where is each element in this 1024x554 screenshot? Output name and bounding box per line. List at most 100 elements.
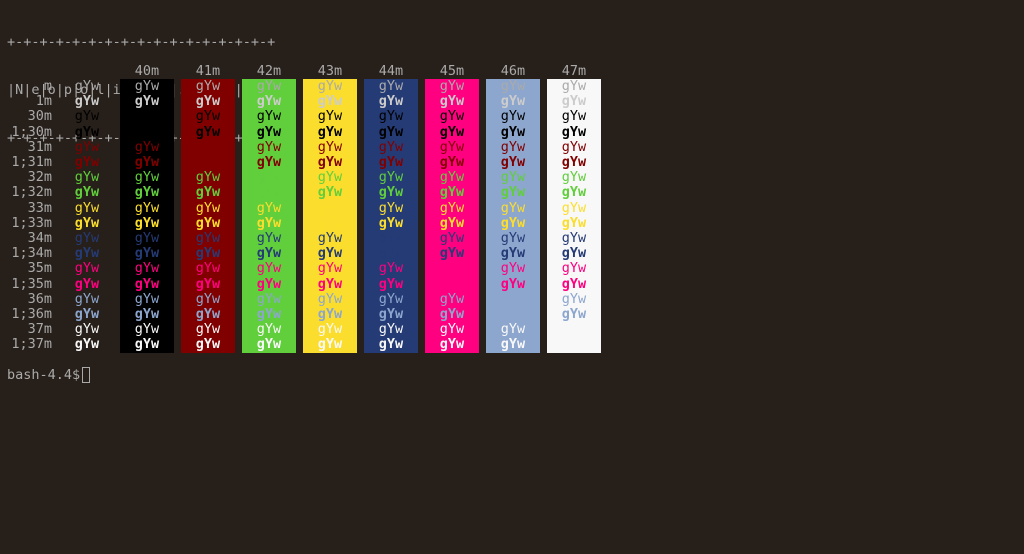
sample-cell: gYw: [317, 93, 343, 110]
sample-cell: gYw: [134, 321, 160, 338]
sample-cell: gYw: [74, 78, 100, 94]
sample-cell: gYw: [74, 93, 100, 110]
fg-label-1-33m: 1;33m: [11, 214, 52, 231]
sample-cell: gYw: [500, 336, 526, 353]
sample-cell: gYw: [500, 306, 526, 322]
sample-cell: gYw: [256, 290, 282, 307]
sample-cell: gYw: [439, 108, 465, 125]
sample-cell: gYw: [195, 321, 221, 338]
sample-cell: gYw: [439, 93, 465, 110]
sample-cell: gYw: [378, 123, 404, 140]
sample-cell: gYw: [500, 321, 526, 338]
fg-label-33m: 33m: [27, 199, 52, 216]
bg-header-44m: 44m: [378, 63, 404, 79]
fg-label-1-36m: 1;36m: [11, 306, 52, 322]
sample-cell: gYw: [256, 275, 282, 292]
sample-cell: gYw: [378, 275, 404, 292]
sample-cell: gYw: [317, 321, 343, 338]
sample-cell: gYw: [439, 336, 465, 353]
sample-cell: gYw: [561, 123, 587, 140]
sample-cell: gYw: [317, 184, 343, 201]
sample-cell: gYw: [439, 169, 465, 186]
sample-cell: gYw: [195, 290, 221, 307]
bg-column-42m: [242, 79, 296, 353]
sample-cell: gYw: [74, 306, 100, 322]
bg-header-43m: 43m: [317, 63, 343, 79]
sample-cell: gYw: [195, 93, 221, 110]
sample-cell: gYw: [500, 199, 526, 216]
bg-header-41m: 41m: [195, 63, 221, 79]
sample-cell: gYw: [439, 290, 465, 307]
sample-cell: gYw: [74, 123, 100, 140]
terminal-cursor[interactable]: [82, 367, 90, 383]
banner-top-border: +-+-+-+-+-+-+-+-+-+-+-+-+-+-+-+-+: [7, 34, 276, 50]
sample-cell: gYw: [256, 199, 282, 216]
sample-cell: gYw: [561, 306, 587, 322]
sample-cell: gYw: [561, 138, 587, 155]
sample-cell: gYw: [134, 138, 160, 155]
sample-cell: gYw: [195, 230, 221, 246]
sample-cell: gYw: [500, 230, 526, 246]
sample-cell: gYw: [561, 245, 587, 262]
sample-cell: gYw: [134, 154, 160, 170]
sample-cell: gYw: [378, 230, 404, 246]
sample-cell: gYw: [74, 154, 100, 170]
sample-cell: gYw: [561, 154, 587, 170]
bg-header-42m: 42m: [256, 63, 282, 79]
sample-cell: gYw: [134, 214, 160, 231]
sample-cell: gYw: [256, 169, 282, 186]
sample-cell: gYw: [195, 138, 221, 155]
sample-cell: gYw: [256, 230, 282, 246]
sample-cell: gYw: [134, 199, 160, 216]
fg-label-34m: 34m: [27, 230, 52, 246]
sample-cell: gYw: [256, 260, 282, 277]
sample-cell: gYw: [439, 230, 465, 246]
sample-cell: gYw: [134, 336, 160, 353]
sample-cell: gYw: [256, 123, 282, 140]
fg-label-37m: 37m: [27, 321, 52, 338]
sample-cell: gYw: [74, 336, 100, 353]
sample-cell: gYw: [256, 245, 282, 262]
sample-cell: gYw: [195, 78, 221, 94]
fg-label-30m: 30m: [27, 108, 52, 125]
sample-cell: gYw: [378, 154, 404, 170]
sample-cell: gYw: [439, 138, 465, 155]
sample-cell: gYw: [439, 78, 465, 94]
bg-column-43m: [303, 79, 357, 353]
sample-cell: gYw: [561, 336, 587, 353]
sample-cell: gYw: [561, 275, 587, 292]
bg-column-45m: [425, 79, 479, 353]
bg-column-47m: [547, 79, 601, 353]
sample-cell: gYw: [317, 138, 343, 155]
sample-cell: gYw: [561, 108, 587, 125]
sample-cell: gYw: [378, 306, 404, 322]
sample-cell: gYw: [256, 138, 282, 155]
sample-cell: gYw: [74, 108, 100, 125]
sample-cell: gYw: [195, 306, 221, 322]
sample-cell: gYw: [74, 290, 100, 307]
sample-cell: gYw: [134, 306, 160, 322]
sample-cell: gYw: [439, 306, 465, 322]
fg-label-32m: 32m: [27, 169, 52, 186]
sample-cell: gYw: [195, 108, 221, 125]
bg-column-40m: [120, 79, 174, 353]
sample-cell: gYw: [317, 275, 343, 292]
sample-cell: gYw: [500, 184, 526, 201]
sample-cell: gYw: [561, 260, 587, 277]
sample-cell: gYw: [317, 260, 343, 277]
fg-label-1-32m: 1;32m: [11, 184, 52, 201]
fg-label-36m: 36m: [27, 290, 52, 307]
sample-cell: gYw: [317, 245, 343, 262]
sample-cell: gYw: [378, 184, 404, 201]
bg-column-44m: [364, 79, 418, 353]
sample-cell: gYw: [195, 184, 221, 201]
sample-cell: gYw: [74, 245, 100, 262]
sample-cell: gYw: [439, 199, 465, 216]
sample-cell: gYw: [317, 214, 343, 231]
sample-cell: gYw: [561, 290, 587, 307]
sample-cell: gYw: [561, 321, 587, 338]
sample-cell: gYw: [439, 321, 465, 338]
sample-cell: gYw: [439, 245, 465, 262]
sample-cell: gYw: [378, 214, 404, 231]
sample-cell: gYw: [74, 275, 100, 292]
